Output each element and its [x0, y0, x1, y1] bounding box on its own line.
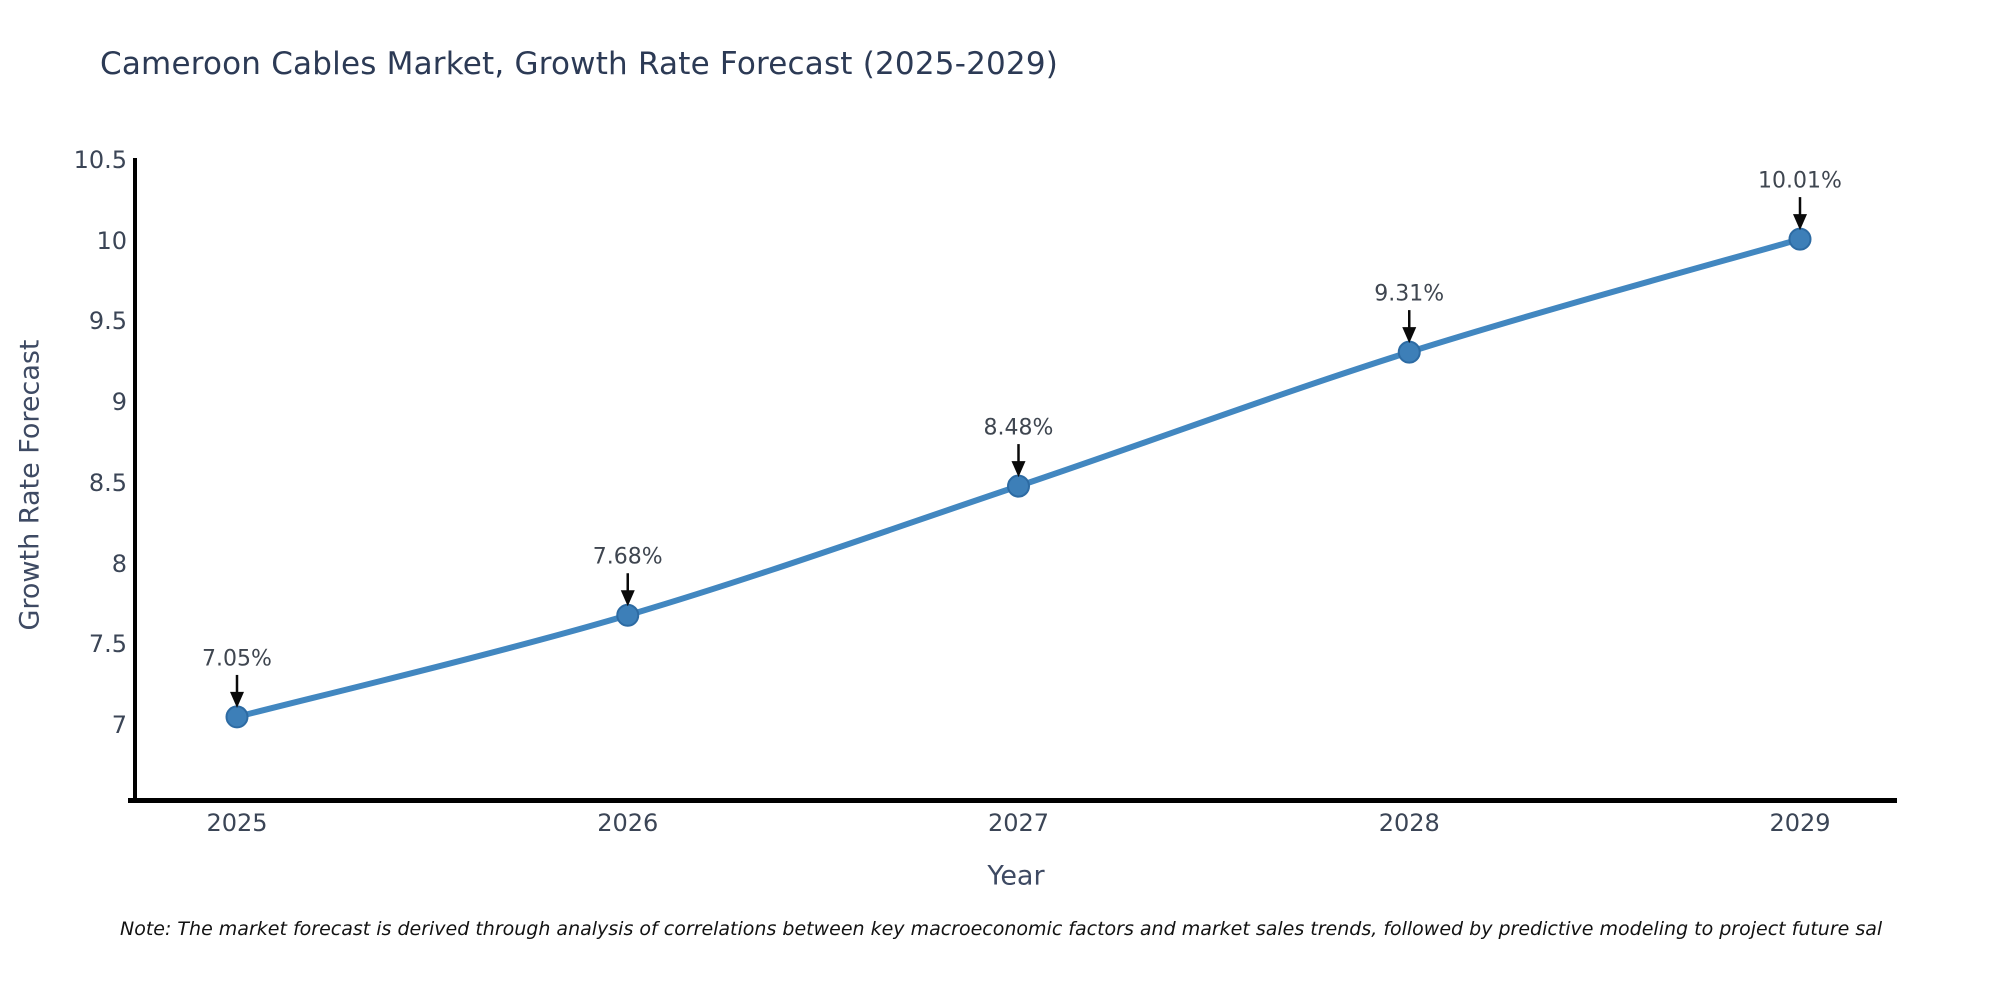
data-point-marker[interactable]	[225, 705, 249, 729]
y-tick-label: 7	[111, 711, 127, 739]
y-tick-label: 8.5	[88, 468, 127, 497]
y-tick-label: 9	[111, 388, 127, 417]
y-tick-label: 7.5	[88, 630, 127, 659]
annotation-arrow-head-icon	[620, 590, 635, 607]
annotation-arrow-head-icon	[1402, 327, 1417, 344]
footnote: Note: The market forecast is derived thr…	[120, 918, 1883, 940]
point-value-annotation: 9.31%	[1374, 281, 1445, 307]
x-axis-title: Year	[987, 860, 1045, 892]
point-value-annotation: 7.05%	[202, 646, 272, 672]
point-value-annotation: 8.48%	[983, 415, 1054, 441]
x-tick-label: 2026	[597, 809, 659, 837]
point-value-annotation: 7.68%	[592, 544, 663, 570]
point-value-annotation: 10.01%	[1758, 168, 1842, 194]
x-tick-label: 2029	[1769, 809, 1831, 837]
annotation-arrow-head-icon	[1011, 461, 1026, 478]
y-tick-label: 10	[96, 226, 127, 255]
data-point-marker[interactable]	[616, 603, 640, 627]
x-tick-label: 2028	[1378, 809, 1440, 837]
y-tick-label: 10.5	[73, 145, 127, 174]
y-tick-label: 9.5	[88, 307, 127, 336]
x-tick-label: 2027	[987, 809, 1050, 837]
annotation-arrow-head-icon	[230, 691, 244, 708]
y-tick-label: 8	[111, 549, 127, 578]
y-axis-spine	[133, 158, 137, 803]
annotation-arrow-head-icon	[1793, 214, 1807, 231]
chart-title: Cameroon Cables Market, Growth Rate Fore…	[100, 46, 1059, 82]
data-point-marker[interactable]	[1788, 227, 1812, 251]
x-axis-spine	[128, 798, 1897, 803]
data-point-marker[interactable]	[1007, 474, 1030, 498]
x-tick-label: 2025	[206, 809, 268, 837]
data-point-marker[interactable]	[1397, 340, 1421, 364]
